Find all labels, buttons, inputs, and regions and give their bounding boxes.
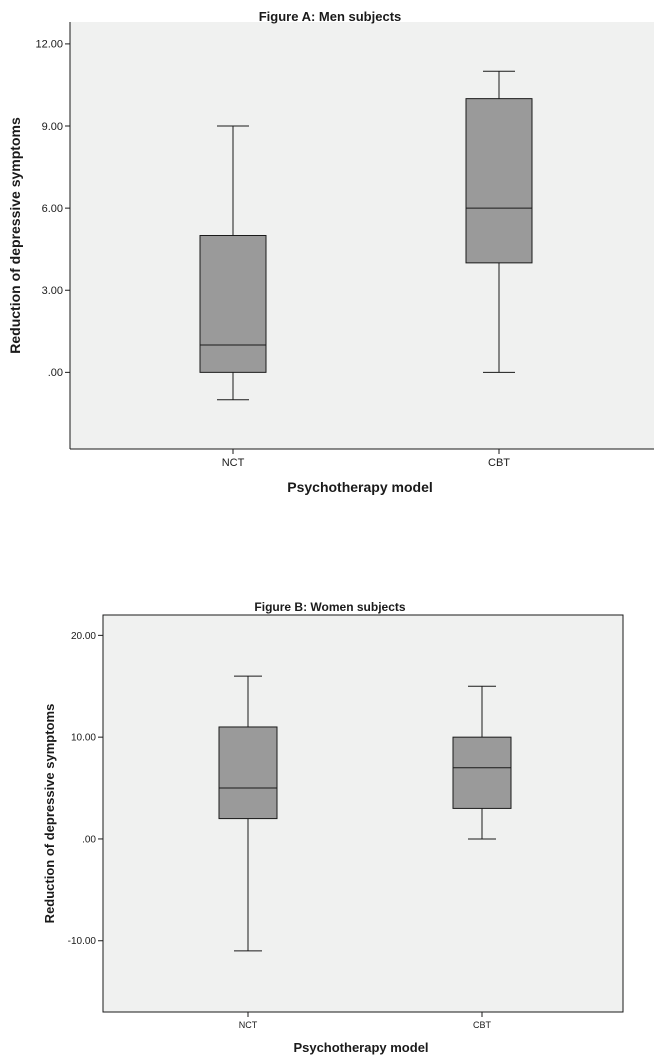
y-axis-title: Reduction of depressive symptoms bbox=[42, 704, 57, 924]
box-nct bbox=[218, 726, 278, 820]
y-tick-label: .00 bbox=[48, 367, 63, 379]
x-tick-label: CBT bbox=[473, 1020, 492, 1030]
x-tick-label: NCT bbox=[239, 1020, 258, 1030]
chart-title: Figure A: Men subjects bbox=[259, 9, 402, 24]
x-tick-label: NCT bbox=[222, 457, 245, 469]
chart-title: Figure B: Women subjects bbox=[254, 600, 405, 614]
y-tick-label: .00 bbox=[82, 834, 96, 845]
y-tick-label: 10.00 bbox=[71, 733, 96, 744]
x-axis-title: Psychotherapy model bbox=[293, 1040, 428, 1055]
y-tick-label: 12.00 bbox=[35, 39, 63, 51]
plot-frame bbox=[102, 614, 624, 1013]
x-axis-title: Psychotherapy model bbox=[287, 479, 433, 495]
plot-area bbox=[70, 22, 654, 449]
box-nct bbox=[199, 235, 267, 373]
y-tick-label: 6.00 bbox=[42, 203, 63, 215]
plot-area bbox=[103, 615, 623, 1012]
y-tick-label: 3.00 bbox=[42, 285, 63, 297]
x-tick-label: CBT bbox=[488, 457, 510, 469]
y-tick-label: 9.00 bbox=[42, 121, 63, 133]
box-cbt bbox=[465, 98, 533, 264]
box-cbt bbox=[452, 736, 512, 809]
y-tick-label: -10.00 bbox=[68, 936, 97, 947]
y-axis-title: Reduction of depressive symptoms bbox=[7, 117, 23, 354]
y-tick-label: 20.00 bbox=[71, 631, 96, 642]
